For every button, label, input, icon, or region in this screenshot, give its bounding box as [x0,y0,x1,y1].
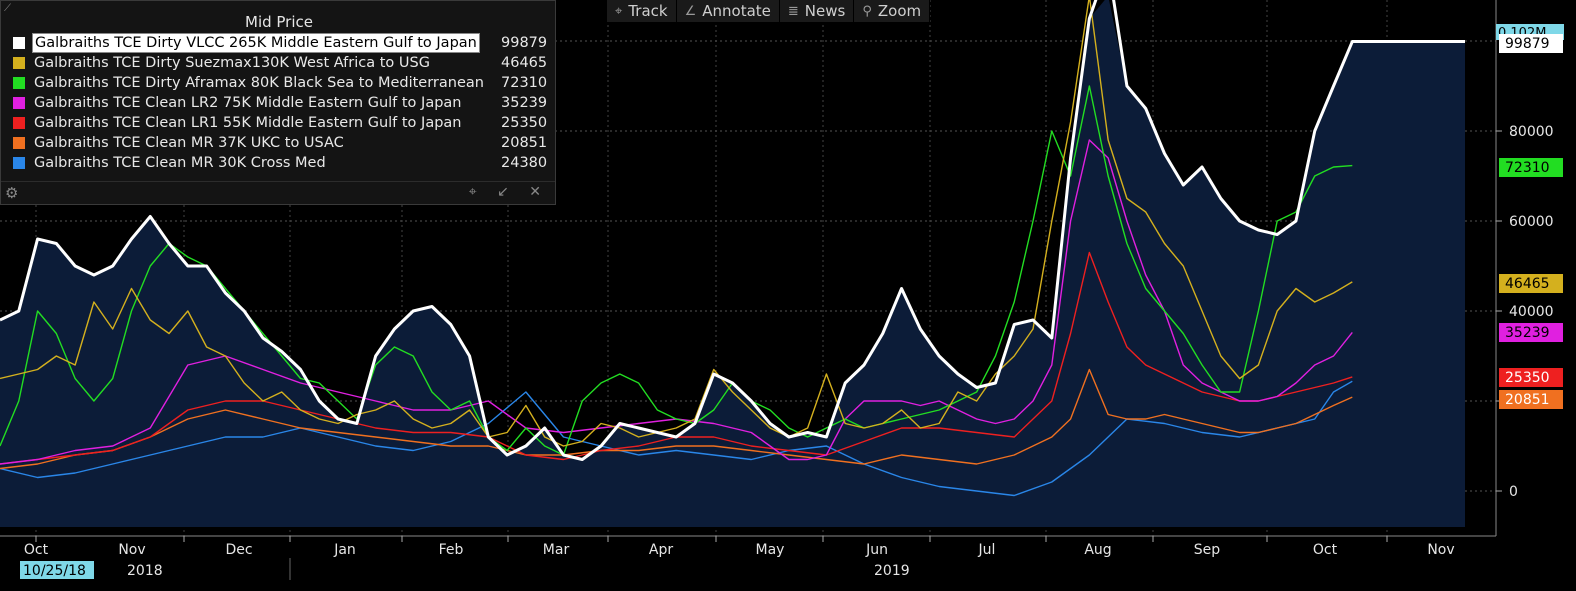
last-value-tag [1499,323,1563,342]
legend-window-icons[interactable]: ⌖ ↙ ✕ [468,184,549,200]
legend-series-name: Galbraiths TCE Clean LR1 55K Middle East… [34,115,462,131]
zoom-button[interactable]: ⚲ Zoom [854,0,931,22]
series-line-1 [0,0,1353,447]
legend-swatch [13,37,25,49]
last-value-tag [1499,274,1563,293]
x-tick-label: Nov [1427,542,1454,558]
x-tick-label: Aug [1084,542,1111,558]
x-tick-label: Oct [1313,542,1338,558]
news-button[interactable]: ≣ News [780,0,855,22]
x-tick-label: May [756,542,785,558]
y-tick-label: 0 [1509,484,1518,500]
start-date-box[interactable] [20,561,94,579]
legend-row[interactable]: Galbraiths TCE Clean MR 37K UKC to USAC 2… [11,133,551,153]
y-tick-label: 60000 [1509,214,1554,230]
legend-swatch [13,117,25,129]
last-value-label: 99879 [1505,36,1550,52]
news-label: News [804,2,846,20]
gear-icon[interactable]: ⚙ [5,184,19,202]
last-value-tag [1499,34,1563,53]
legend-row[interactable]: Galbraiths TCE Dirty Suezmax130K West Af… [11,53,551,73]
legend-swatch [13,57,25,69]
year-label: 2018 [127,563,163,579]
legend-row[interactable]: Galbraiths TCE Clean LR1 55K Middle East… [11,113,551,133]
legend-swatch [13,137,25,149]
series-line-0 [0,0,1465,461]
legend-series-name: Galbraiths TCE Dirty Suezmax130K West Af… [34,55,430,71]
legend-swatch [13,77,25,89]
legend-row[interactable]: Galbraiths TCE Clean MR 30K Cross Med 243… [11,153,551,173]
last-value-tag [1499,158,1563,177]
x-tick-label: Jun [865,542,888,558]
last-value-label: 46465 [1505,276,1550,292]
legend-series-value: 46465 [501,55,548,71]
y-tick-label: 40000 [1509,304,1554,320]
magnifier-icon: ⚲ [862,3,872,19]
annotate-button[interactable]: ∠ Annotate [677,0,780,22]
legend-panel[interactable]: ⟋ Mid Price Galbraiths TCE Dirty VLCC 26… [0,0,556,205]
legend-footer: ⚙ ⌖ ↙ ✕ [1,181,555,206]
x-tick-label: Feb [439,542,464,558]
legend-series-value: 72310 [501,75,548,91]
start-date-label: 10/25/18 [23,563,86,579]
legend-swatch [13,157,25,169]
legend-row[interactable]: Galbraiths TCE Dirty VLCC 265K Middle Ea… [11,33,551,53]
last-value-tag [1499,368,1563,387]
series-line-5 [0,368,1353,470]
x-tick-label: Jul [978,542,996,558]
x-tick-label: Nov [118,542,145,558]
series-line-2 [0,85,1353,456]
annotate-label: Annotate [702,2,771,20]
legend-series-value: 20851 [501,135,548,151]
legend-series-name: Galbraiths TCE Clean MR 37K UKC to USAC [34,135,344,151]
last-value-label: 35239 [1505,325,1550,341]
track-button[interactable]: ⌖ Track [607,0,677,22]
chart-toolbar: ⌖ Track ∠ Annotate ≣ News ⚲ Zoom [607,0,931,22]
x-tick-label: Sep [1194,542,1221,558]
pencil-icon: ∠ [684,3,697,19]
x-tick-label: Mar [543,542,570,558]
legend-swatch [13,97,25,109]
last-value-label: 25350 [1505,370,1550,386]
resize-grip-icon[interactable]: ⟋ [4,3,11,14]
legend-series-value: 99879 [501,35,548,51]
y-tick-label: 80000 [1509,124,1554,140]
legend-series-value: 35239 [501,95,548,111]
last-value-tag [1499,390,1563,409]
news-icon: ≣ [787,3,799,19]
x-tick-label: Jan [333,542,356,558]
legend-series-value: 25350 [501,115,548,131]
x-tick-label: Dec [225,542,252,558]
track-label: Track [628,2,668,20]
legend-series-name: Galbraiths TCE Clean MR 30K Cross Med [34,155,326,171]
zoom-label: Zoom [877,2,922,20]
legend-series-name: Galbraiths TCE Dirty VLCC 265K Middle Ea… [32,33,480,53]
legend-row[interactable]: Galbraiths TCE Clean LR2 75K Middle East… [11,93,551,113]
legend-series-name: Galbraiths TCE Clean LR2 75K Middle East… [34,95,462,111]
x-axis: Oct Nov Dec Jan Feb Mar Apr May Jun Jul Aug Sep Oct N… [0,535,1496,580]
series-line-6 [0,380,1353,497]
series-lines [0,0,1465,497]
legend-title: Mid Price [245,13,313,31]
year-label: 2019 [874,563,910,579]
last-value-label: 72310 [1505,160,1550,176]
last-value-label: 20851 [1505,392,1550,408]
legend-series-name: Galbraiths TCE Dirty Aframax 80K Black S… [34,75,484,91]
x-tick-label: Oct [24,542,49,558]
crosshair-icon: ⌖ [615,3,623,19]
legend-series-value: 24380 [501,155,548,171]
legend-row[interactable]: Galbraiths TCE Dirty Aframax 80K Black S… [11,73,551,93]
x-tick-label: Apr [649,542,673,558]
